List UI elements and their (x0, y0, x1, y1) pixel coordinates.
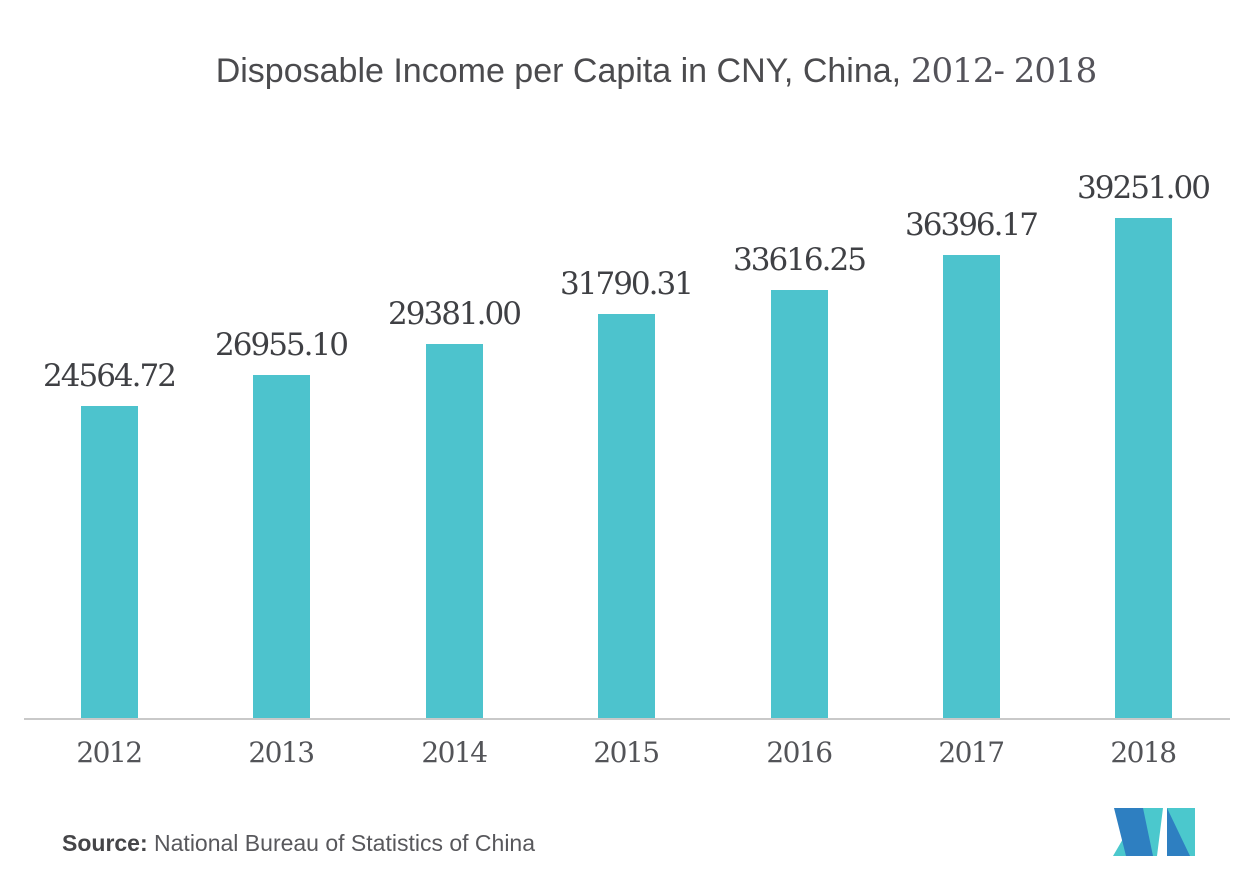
bar-value-label: 39251.00 (1077, 170, 1211, 206)
chart-title: Disposable Income per Capita in CNY, Chi… (30, 50, 1252, 92)
x-tick-label-2013: 2013 (248, 736, 315, 769)
bar-2013 (252, 375, 310, 719)
chart-title-year-range: 2012- 2018 (901, 51, 1097, 91)
bar-group-2012: 24564.72 (23, 358, 195, 719)
source-text: National Bureau of Statistics of China (147, 830, 536, 856)
x-tick-label-2014: 2014 (421, 736, 488, 769)
bar-2017 (942, 255, 1000, 719)
x-tick-label-2016: 2016 (766, 736, 833, 769)
bar-2012 (80, 406, 138, 719)
x-tick-label-2015: 2015 (593, 736, 660, 769)
bar-value-label: 31790.31 (560, 266, 694, 302)
bar-value-label: 36396.17 (905, 207, 1039, 243)
bar-group-2017: 36396.17 (885, 207, 1057, 719)
bar-group-2016: 33616.25 (713, 242, 885, 719)
bar-group-2014: 29381.00 (368, 296, 540, 719)
mordor-intelligence-logo (1113, 808, 1195, 856)
bar-value-label: 29381.00 (388, 296, 522, 332)
logo-left-blue-stroke-icon (1114, 808, 1153, 856)
bar-group-2013: 26955.10 (195, 327, 367, 719)
source-note: Source: National Bureau of Statistics of… (62, 830, 535, 857)
x-tick-label-2017: 2017 (938, 736, 1005, 769)
chart-title-main: Disposable Income per Capita in CNY, Chi… (215, 52, 902, 90)
bar-value-label: 33616.25 (733, 242, 867, 278)
bar-value-label: 26955.10 (215, 327, 349, 363)
bar-2016 (770, 290, 828, 719)
bar-group-2018: 39251.00 (1057, 170, 1229, 719)
bar-group-2015: 31790.31 (540, 266, 712, 719)
bar-2015 (597, 314, 655, 719)
x-axis-line (24, 718, 1230, 720)
source-label: Source: (62, 830, 148, 856)
x-tick-label-2012: 2012 (76, 736, 143, 769)
bar-value-label: 24564.72 (43, 358, 177, 394)
bar-2014 (425, 344, 483, 719)
bar-2018 (1114, 218, 1172, 719)
logo-right-blue-triangle-icon (1167, 808, 1190, 856)
x-tick-label-2018: 2018 (1110, 736, 1177, 769)
